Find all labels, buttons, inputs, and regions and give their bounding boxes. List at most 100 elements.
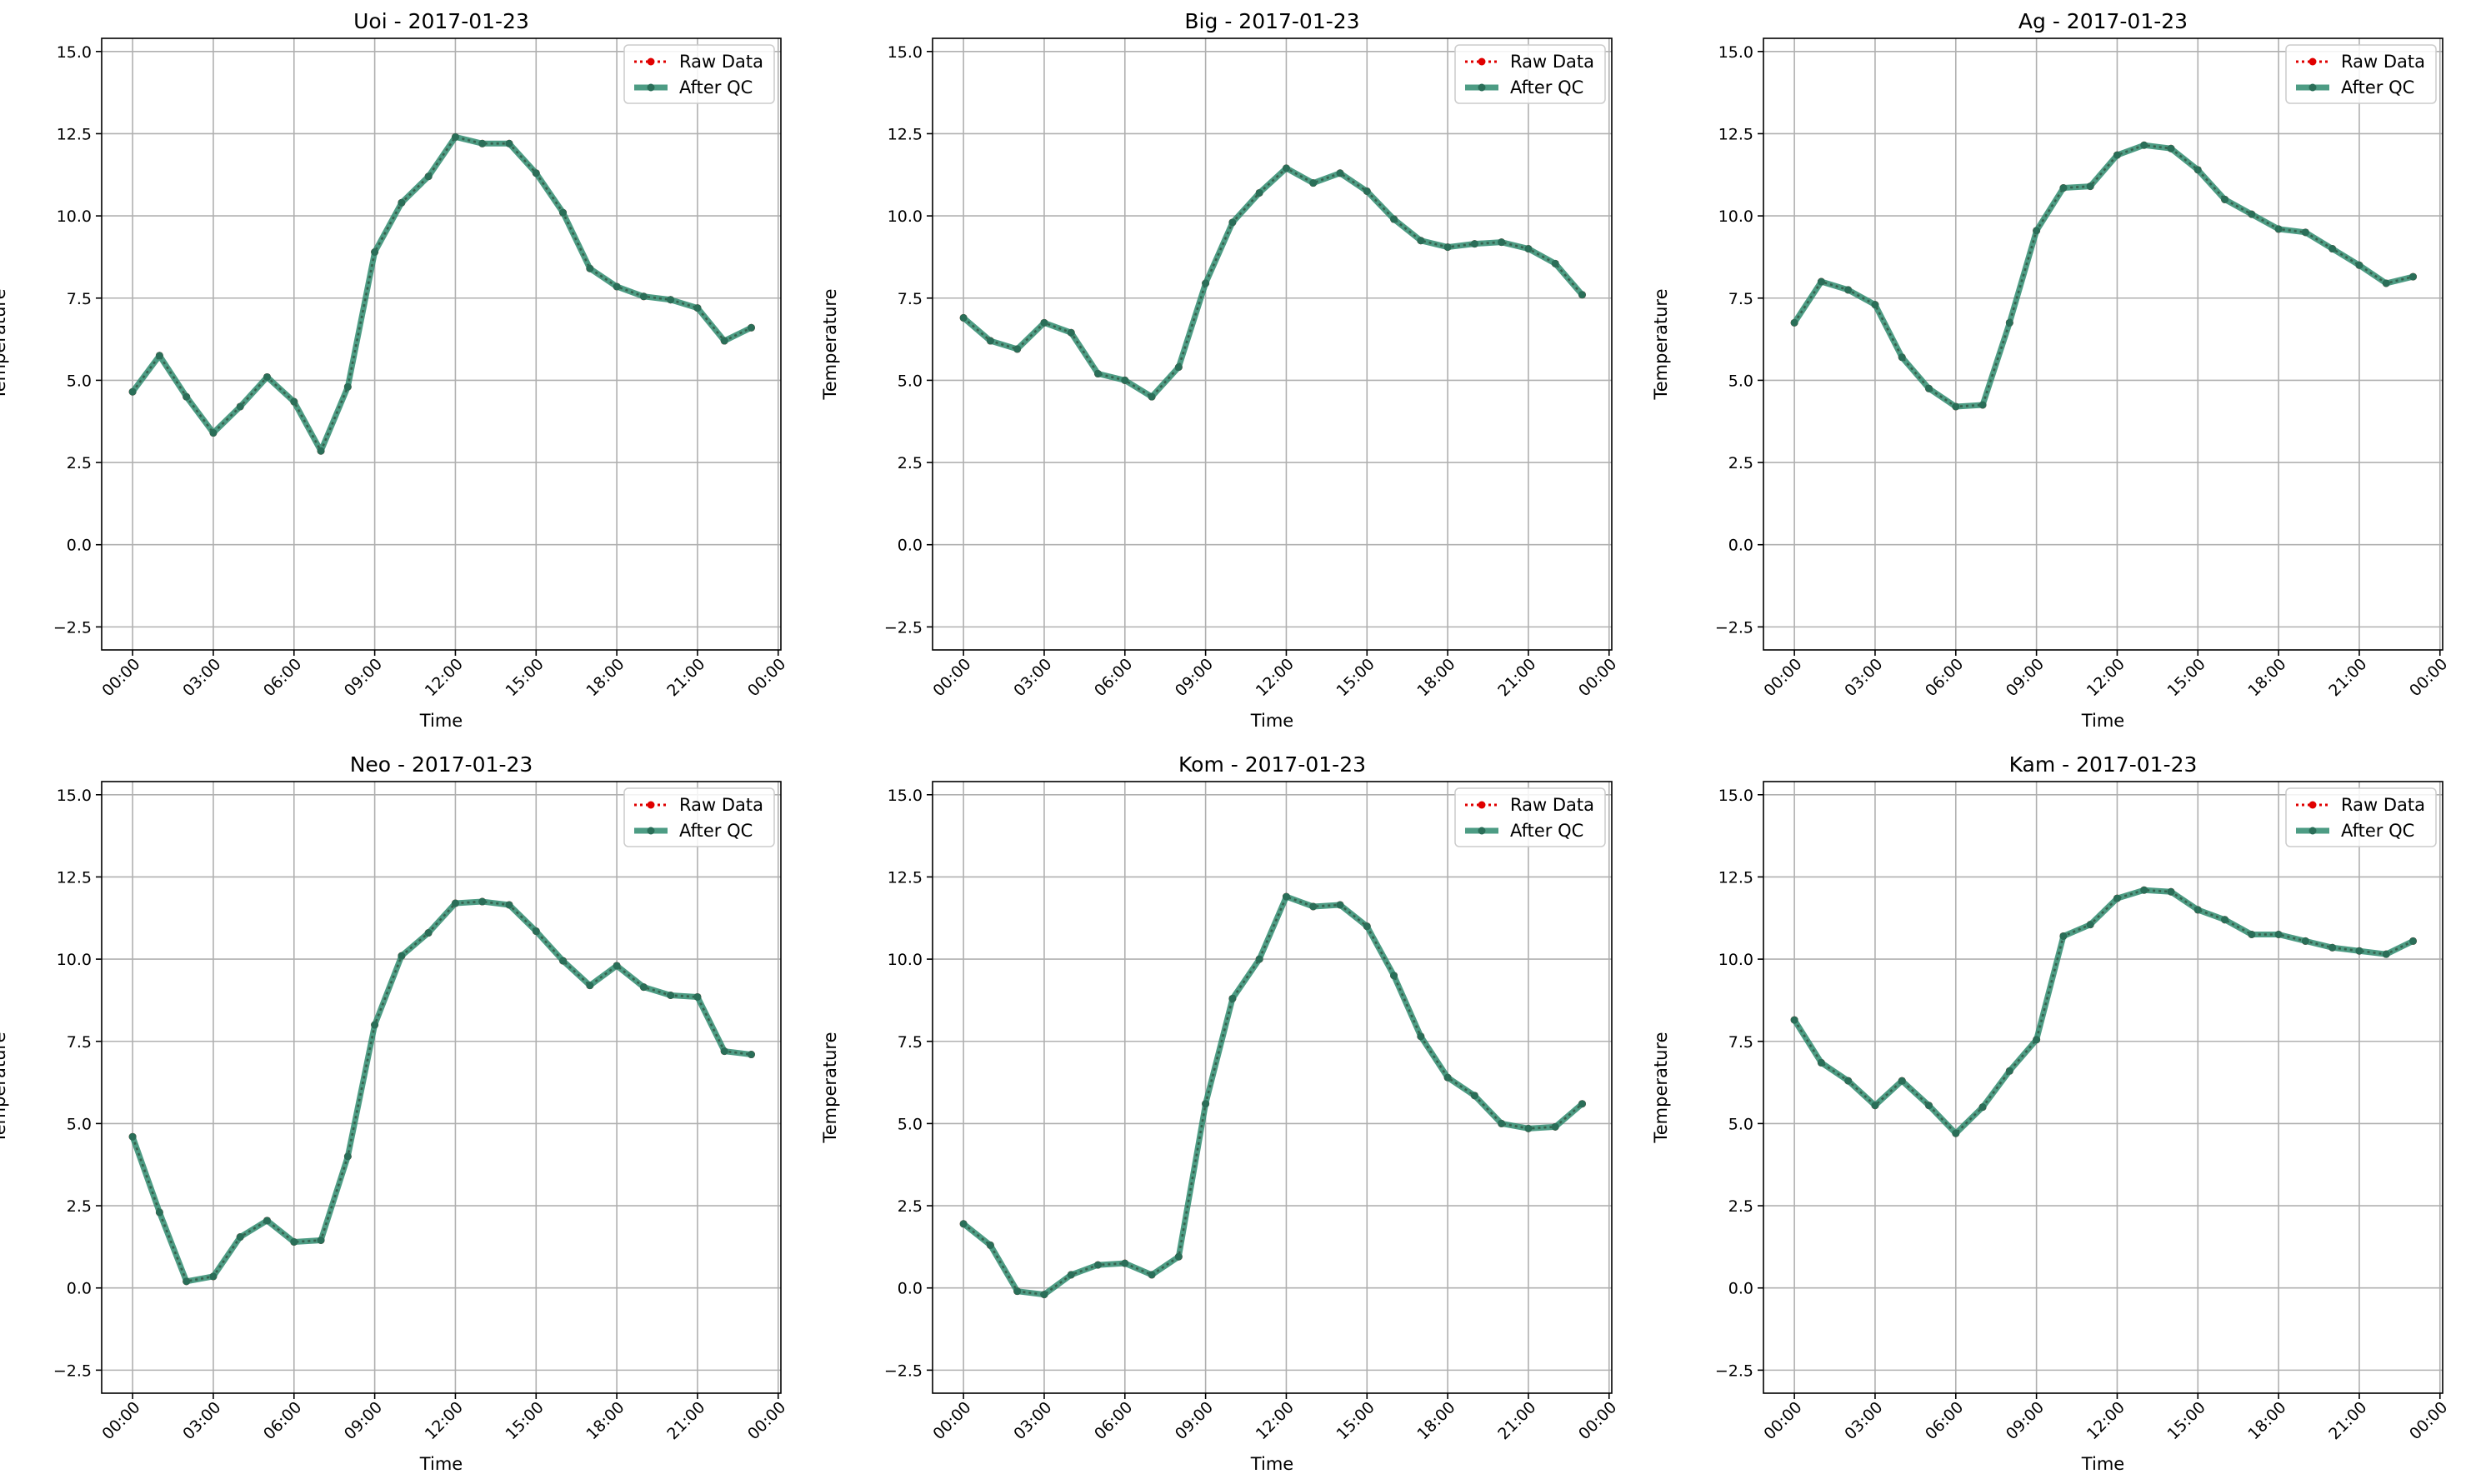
legend-label-raw-data: Raw Data xyxy=(1510,52,1594,72)
subplot-5: −2.5 0.0 2.5 5.0 7.5 10.0 12.5 15.0 00:00 03:00 06… xyxy=(820,752,1620,1474)
legend: Raw Data After QC xyxy=(2285,787,2437,847)
x-tick-label: 15:00 xyxy=(2164,1398,2209,1443)
x-tick-label: 03:00 xyxy=(1841,1398,1886,1443)
point-after-qc xyxy=(586,264,594,272)
x-tick-label: 00:00 xyxy=(2406,1398,2451,1443)
x-axis-label: Time xyxy=(1250,1454,1293,1474)
point-after-qc xyxy=(1844,1077,1853,1085)
point-after-qc xyxy=(1148,1271,1156,1279)
x-tick-label: 21:00 xyxy=(2325,1398,2370,1443)
subplot-3: −2.5 0.0 2.5 5.0 7.5 10.0 12.5 15.0 00:00 03:00 06… xyxy=(1651,9,2451,731)
point-after-qc xyxy=(263,1217,272,1225)
y-tick-label: 15.0 xyxy=(57,43,92,62)
plot-frame xyxy=(1763,781,2443,1394)
y-tick-label: 12.5 xyxy=(1718,125,1753,143)
y-tick-label: 12.5 xyxy=(888,125,923,143)
point-after-qc xyxy=(236,1233,244,1242)
point-after-qc xyxy=(2140,886,2148,894)
point-after-qc xyxy=(424,929,433,937)
point-after-qc xyxy=(1309,179,1318,187)
series-line-after-qc-core xyxy=(963,167,1583,398)
point-after-qc xyxy=(2408,272,2417,281)
legend-label-raw-data: Raw Data xyxy=(679,52,763,72)
y-tick-label: 12.5 xyxy=(1718,868,1753,887)
y-tick-label: 10.0 xyxy=(1718,951,1753,969)
legend-label-after-qc: After QC xyxy=(2341,77,2414,97)
x-tick-label: 12:00 xyxy=(2083,655,2128,700)
x-tick-label: 00:00 xyxy=(98,655,143,700)
y-tick-label: 0.0 xyxy=(898,1280,923,1298)
y-tick-label: 5.0 xyxy=(1728,1115,1753,1133)
point-after-qc xyxy=(1094,1261,1103,1269)
point-after-qc xyxy=(1898,353,1906,362)
point-after-qc xyxy=(720,1047,728,1056)
y-tick-label: 7.5 xyxy=(67,290,92,308)
series-line-raw-data xyxy=(963,167,1583,399)
x-tick-label: 03:00 xyxy=(1010,655,1055,700)
point-after-qc xyxy=(2167,144,2175,152)
y-tick-label: 10.0 xyxy=(888,951,923,969)
point-after-qc xyxy=(2248,210,2256,218)
point-after-qc xyxy=(371,1021,379,1029)
series-line-raw-data xyxy=(1793,143,2413,408)
point-after-qc xyxy=(1228,994,1237,1002)
point-after-qc xyxy=(2248,931,2256,938)
point-after-qc xyxy=(1228,218,1237,227)
legend-label-after-qc: After QC xyxy=(679,77,753,97)
point-after-qc xyxy=(290,397,298,406)
point-after-qc xyxy=(747,323,755,332)
series-line-after-qc-core xyxy=(1793,889,2413,1135)
y-axis-label: Temperature xyxy=(1651,1032,1671,1143)
point-after-qc xyxy=(747,1051,755,1059)
plot-frame xyxy=(1763,37,2443,651)
point-after-qc xyxy=(1417,237,1425,245)
point-after-qc xyxy=(1282,892,1290,901)
series-line-raw-data xyxy=(963,895,1583,1297)
point-after-qc xyxy=(1336,901,1344,909)
point-after-qc xyxy=(155,1208,163,1217)
series-line-after-qc xyxy=(1792,887,2415,1137)
point-after-qc xyxy=(343,1152,352,1161)
point-after-qc xyxy=(317,1237,325,1244)
legend-label-after-qc: After QC xyxy=(2341,821,2414,841)
y-tick-label: 2.5 xyxy=(67,454,92,472)
y-tick-label: 7.5 xyxy=(898,290,923,308)
point-after-qc xyxy=(2059,932,2068,940)
point-after-qc xyxy=(1443,243,1452,252)
y-tick-label: 7.5 xyxy=(898,1033,923,1052)
y-axis-label: Temperature xyxy=(0,288,9,400)
y-tick-label: 15.0 xyxy=(888,43,923,62)
point-after-qc xyxy=(2167,887,2175,896)
point-after-qc xyxy=(128,387,137,396)
y-tick-label: 0.0 xyxy=(1728,1280,1753,1298)
point-after-qc xyxy=(559,957,568,965)
x-tick-label: 00:00 xyxy=(98,1398,143,1443)
x-tick-label: 18:00 xyxy=(1413,655,1458,700)
point-after-qc xyxy=(451,899,459,907)
point-after-qc xyxy=(693,304,702,312)
point-after-qc xyxy=(667,992,675,1000)
x-tick-label: 21:00 xyxy=(1494,1398,1539,1443)
point-after-qc xyxy=(424,172,433,181)
point-after-qc xyxy=(1040,318,1048,327)
legend: Raw Data After QC xyxy=(1454,44,1606,104)
series-line-after-qc-core xyxy=(963,895,1583,1296)
point-after-qc xyxy=(1817,1058,1825,1067)
legend-label-raw-data: Raw Data xyxy=(2341,52,2425,72)
y-tick-label: 15.0 xyxy=(888,787,923,805)
subplot-1: −2.5 0.0 2.5 5.0 7.5 10.0 12.5 15.0 00:00 03:00 06… xyxy=(0,9,789,731)
point-after-qc xyxy=(693,992,702,1001)
series-line-after-qc-core xyxy=(132,136,752,453)
point-after-qc xyxy=(2221,916,2229,924)
legend-marker-raw-data xyxy=(2308,57,2317,66)
point-after-qc xyxy=(2033,227,2041,235)
point-after-qc xyxy=(2059,184,2068,192)
legend-marker-raw-data xyxy=(2308,801,2317,809)
point-after-qc xyxy=(2274,225,2283,233)
y-tick-label: 10.0 xyxy=(888,207,923,226)
x-axis-label: Time xyxy=(1250,711,1293,731)
point-after-qc xyxy=(1067,1271,1075,1279)
point-after-qc xyxy=(1925,1102,1933,1110)
series-line-after-qc xyxy=(961,893,1584,1298)
point-after-qc xyxy=(2328,245,2337,253)
